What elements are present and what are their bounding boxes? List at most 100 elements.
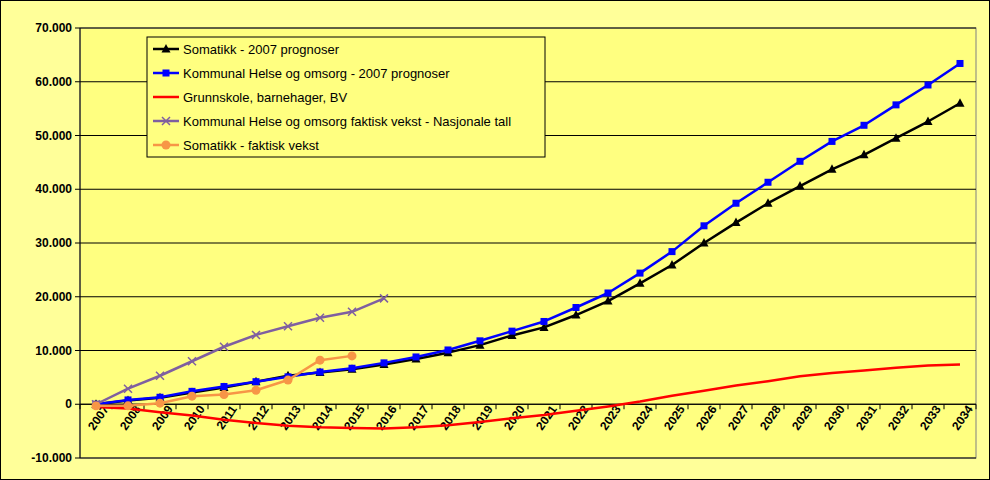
marker: [732, 218, 741, 227]
y-tick-label: 50.000: [35, 129, 72, 143]
marker: [701, 222, 708, 229]
legend-marker: [162, 117, 170, 125]
series-line: [96, 364, 960, 428]
marker: [220, 343, 228, 351]
y-tick: [75, 135, 80, 136]
x-tick: [176, 404, 177, 409]
marker: [797, 158, 804, 165]
marker: [637, 270, 644, 277]
x-tick-label: 2027: [725, 402, 752, 432]
marker: [477, 337, 484, 344]
marker: [541, 318, 548, 325]
grid-line: [80, 28, 976, 29]
marker: [317, 369, 324, 376]
x-tick: [272, 404, 273, 409]
x-tick: [80, 404, 81, 409]
marker: [381, 359, 388, 366]
marker: [828, 164, 837, 173]
y-axis: [80, 28, 81, 458]
legend-label: Somatikk - 2007 prognoser: [183, 42, 340, 57]
marker: [188, 357, 196, 365]
legend-label: Grunnskole, barnehager, BV: [183, 90, 347, 105]
y-tick-label: 0: [65, 397, 72, 411]
y-tick: [75, 458, 80, 459]
marker: [252, 377, 261, 386]
marker: [221, 383, 228, 390]
marker: [861, 122, 868, 129]
marker: [893, 101, 900, 108]
x-tick-label: 2031: [853, 402, 880, 432]
x-tick-label: 2021: [533, 402, 560, 432]
marker: [796, 181, 805, 190]
y-tick: [75, 404, 80, 405]
marker: [380, 359, 389, 368]
x-tick-label: 2030: [821, 402, 848, 432]
marker: [892, 133, 901, 142]
x-tick-label: 2013: [277, 402, 304, 432]
marker: [573, 304, 580, 311]
x-tick: [208, 404, 209, 409]
x-tick: [368, 404, 369, 409]
legend-label: Kommunal Helse og omsorg - 2007 prognose…: [183, 66, 450, 81]
x-tick-label: 2025: [661, 402, 688, 432]
marker: [636, 278, 645, 287]
marker: [349, 365, 356, 372]
marker: [445, 346, 452, 353]
x-tick: [688, 404, 689, 409]
x-tick: [336, 404, 337, 409]
y-tick: [75, 28, 80, 29]
y-tick-label: 20.000: [35, 290, 72, 304]
x-tick: [432, 404, 433, 409]
marker: [348, 364, 357, 373]
y-tick: [75, 243, 80, 244]
marker: [380, 294, 388, 302]
x-tick: [240, 404, 241, 409]
marker: [124, 401, 133, 410]
x-tick: [720, 404, 721, 409]
x-tick: [560, 404, 561, 409]
marker: [284, 322, 292, 330]
x-tick: [912, 404, 913, 409]
x-tick: [880, 404, 881, 409]
marker: [669, 248, 676, 255]
marker: [829, 138, 836, 145]
marker: [412, 354, 421, 363]
marker: [156, 399, 165, 408]
x-tick: [464, 404, 465, 409]
marker: [605, 289, 612, 296]
marker: [509, 328, 516, 335]
marker: [924, 117, 933, 126]
marker: [220, 383, 229, 392]
marker: [348, 351, 357, 360]
y-tick: [75, 350, 80, 351]
marker: [253, 378, 260, 385]
marker: [252, 331, 260, 339]
x-tick: [816, 404, 817, 409]
y-tick-label: 40.000: [35, 182, 72, 196]
x-tick: [528, 404, 529, 409]
x-tick: [976, 404, 977, 409]
marker: [316, 356, 325, 365]
series-line: [96, 356, 352, 406]
x-tick-label: 2009: [149, 402, 176, 432]
grid-line: [80, 243, 976, 244]
marker: [124, 385, 132, 393]
x-tick-label: 2033: [917, 402, 944, 432]
y-tick: [75, 296, 80, 297]
y-tick-label: -10.000: [31, 451, 72, 465]
legend: [147, 37, 545, 157]
x-tick: [496, 404, 497, 409]
y-tick-label: 60.000: [35, 75, 72, 89]
grid-line: [80, 189, 976, 190]
chart: -10.000010.00020.00030.00040.00050.00060…: [0, 0, 990, 480]
marker: [700, 238, 709, 247]
y-tick-label: 70.000: [35, 21, 72, 35]
marker: [413, 353, 420, 360]
grid-line: [80, 296, 976, 297]
x-tick-label: 2026: [693, 402, 720, 432]
marker: [220, 390, 229, 399]
marker: [957, 60, 964, 67]
marker: [284, 376, 293, 385]
x-tick: [304, 404, 305, 409]
marker: [316, 314, 324, 322]
